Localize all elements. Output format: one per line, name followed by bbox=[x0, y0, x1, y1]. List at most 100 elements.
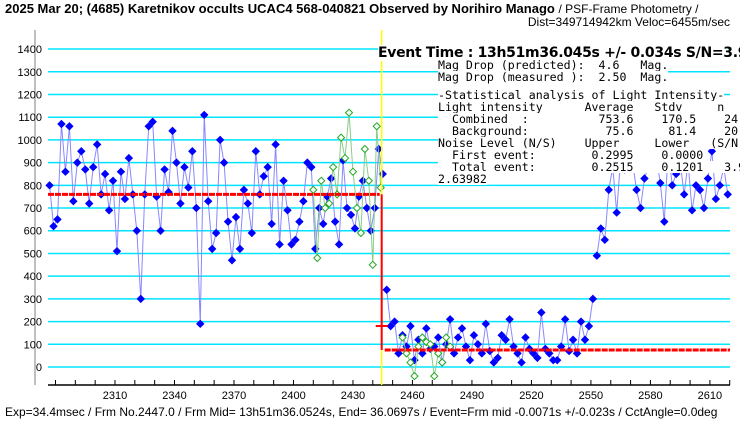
data-point bbox=[394, 349, 403, 358]
comparison-point bbox=[372, 122, 381, 131]
y-tick-label: 800 bbox=[24, 180, 42, 192]
distance-velocity: Dist=349714942km Veloc=6455m/sec bbox=[527, 15, 730, 29]
data-point bbox=[330, 217, 340, 226]
data-point bbox=[572, 349, 582, 358]
data-point bbox=[660, 217, 669, 226]
data-point bbox=[49, 221, 58, 231]
stats-line: Combined : 753.6 170.5 24 bbox=[438, 112, 739, 126]
y-tick-label: 1400 bbox=[18, 44, 42, 56]
data-point bbox=[668, 181, 677, 190]
data-point bbox=[180, 162, 189, 172]
comparison-point bbox=[434, 349, 443, 358]
y-tick-label: 0 bbox=[36, 362, 42, 374]
data-point bbox=[501, 335, 510, 344]
data-point bbox=[92, 140, 102, 149]
data-point bbox=[406, 321, 415, 331]
comparison-point bbox=[441, 333, 451, 342]
data-point bbox=[243, 199, 253, 208]
data-point bbox=[81, 165, 90, 174]
data-point bbox=[160, 165, 169, 174]
data-point bbox=[553, 355, 562, 365]
y-tick-label: 900 bbox=[24, 158, 42, 170]
chart-title: 2025 Mar 20; (4685) Karetnikov occults U… bbox=[5, 1, 699, 16]
y-tick-label: 700 bbox=[24, 203, 42, 215]
x-tick-label: 2430 bbox=[341, 390, 365, 402]
y-tick-label: 600 bbox=[24, 226, 42, 238]
data-point bbox=[271, 140, 280, 149]
data-point bbox=[108, 176, 118, 185]
data-point bbox=[251, 147, 261, 156]
data-point bbox=[533, 353, 542, 363]
stats-line: Light intensity Average Stdv n bbox=[438, 100, 725, 114]
data-point bbox=[319, 219, 328, 229]
y-tick-label: 100 bbox=[24, 339, 42, 351]
comparison-point bbox=[368, 260, 377, 270]
comparison-point bbox=[410, 371, 419, 381]
data-point bbox=[580, 335, 590, 344]
data-point bbox=[120, 194, 130, 204]
data-point bbox=[596, 224, 606, 233]
x-tick-label: 2400 bbox=[281, 390, 305, 402]
comparison-point bbox=[426, 340, 435, 349]
comparison-point bbox=[437, 358, 447, 367]
x-tick-label: 2520 bbox=[519, 390, 543, 402]
comparison-point bbox=[336, 133, 346, 142]
data-point bbox=[291, 235, 300, 245]
data-point bbox=[679, 190, 689, 199]
comparison-point bbox=[418, 333, 427, 342]
series-line bbox=[596, 142, 729, 256]
data-point bbox=[100, 169, 110, 179]
data-point bbox=[545, 349, 554, 358]
data-point bbox=[588, 294, 598, 304]
comparison-point bbox=[309, 185, 318, 195]
data-point bbox=[196, 319, 205, 329]
data-point bbox=[612, 208, 621, 217]
comparison-point bbox=[324, 199, 334, 208]
data-point bbox=[600, 235, 610, 245]
data-point bbox=[77, 147, 86, 156]
comparison-point bbox=[356, 228, 366, 238]
stats-line: Noise Level (N/S) Upper Lower (S/N) bbox=[438, 137, 740, 149]
comparison-point bbox=[348, 167, 358, 176]
data-point bbox=[295, 217, 304, 226]
comparison-point bbox=[364, 176, 374, 185]
data-point bbox=[493, 353, 502, 363]
data-point bbox=[144, 122, 153, 131]
data-point bbox=[303, 158, 312, 167]
x-tick-label: 2550 bbox=[579, 390, 603, 402]
comparison-point bbox=[313, 253, 322, 263]
data-point bbox=[707, 147, 717, 156]
data-point bbox=[172, 158, 181, 167]
y-tick-label: 1100 bbox=[18, 112, 42, 124]
data-point bbox=[104, 206, 114, 215]
data-point bbox=[184, 183, 193, 192]
y-tick-label: 400 bbox=[24, 271, 42, 283]
data-point bbox=[69, 197, 78, 206]
data-point bbox=[703, 174, 713, 183]
x-tick-label: 2370 bbox=[222, 390, 246, 402]
y-tick-label: 200 bbox=[24, 317, 42, 329]
y-tick-label: 1300 bbox=[18, 67, 42, 79]
data-point bbox=[112, 246, 122, 256]
data-point bbox=[584, 321, 594, 331]
footer-info: Exp=34.4msec / Frm No.2447.0 / Frm Mid= … bbox=[5, 405, 718, 419]
data-point bbox=[560, 315, 570, 324]
data-point bbox=[307, 162, 316, 172]
data-point bbox=[148, 117, 157, 126]
comparison-point bbox=[406, 358, 415, 367]
data-point bbox=[235, 244, 245, 254]
y-tick-label: 1200 bbox=[18, 89, 42, 101]
data-point bbox=[481, 319, 491, 329]
data-point bbox=[239, 185, 249, 195]
data-point bbox=[604, 185, 613, 195]
data-point bbox=[65, 122, 74, 131]
data-point bbox=[342, 203, 352, 213]
data-point bbox=[445, 315, 455, 324]
data-point bbox=[116, 167, 126, 176]
data-point bbox=[176, 199, 185, 208]
data-point bbox=[449, 349, 459, 358]
data-point bbox=[203, 197, 213, 206]
stats-line: -Statistical analysis of Light Intensity… bbox=[438, 88, 725, 102]
data-point bbox=[715, 181, 725, 190]
